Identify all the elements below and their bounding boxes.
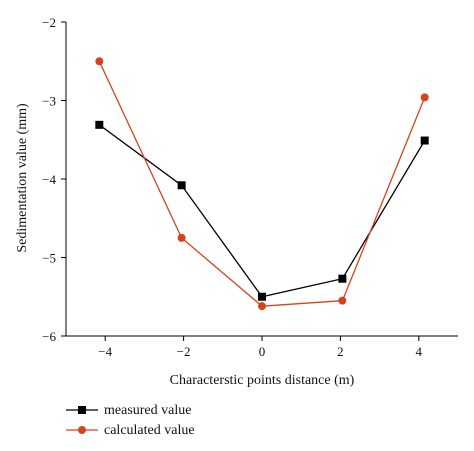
- data-point-calculated: [338, 296, 347, 305]
- data-point-calculated: [258, 302, 266, 311]
- y-tick-label: −4: [42, 172, 56, 187]
- data-point-measured: [177, 181, 186, 190]
- series-line-measured: [98, 124, 426, 298]
- x-tick-label: 4: [416, 344, 423, 359]
- legend-marker-measured: [78, 406, 86, 414]
- data-point-calculated: [177, 233, 186, 242]
- x-axis-title: Characterstic points distance (m): [170, 373, 355, 388]
- x-tick-label: 0: [259, 344, 266, 359]
- data-point-measured: [420, 136, 429, 145]
- y-tick-label: −3: [42, 94, 56, 109]
- legend-label-measured: measured value: [104, 403, 191, 418]
- x-tick-label: −4: [98, 344, 112, 359]
- data-point-measured: [338, 274, 347, 283]
- data-point-calculated: [420, 93, 429, 102]
- legend-marker-calculated: [78, 426, 86, 434]
- legend-item-calculated: calculated value: [66, 423, 195, 438]
- legend-item-measured: measured value: [66, 403, 191, 418]
- y-tick-label: −6: [42, 329, 56, 344]
- data-point-calculated: [95, 57, 104, 66]
- axis-ticks: −4 −2 0 2 4 −6 −5 −4 −3 −2: [42, 15, 422, 359]
- legend-label-calculated: calculated value: [104, 423, 195, 438]
- series-group: [95, 57, 429, 311]
- legend: measured value calculated value: [66, 403, 195, 438]
- y-axis-title: Sedimentation value (mm): [15, 103, 30, 253]
- series-calculated: [95, 57, 429, 311]
- y-tick-label: −2: [42, 15, 56, 30]
- x-tick-label: 2: [337, 344, 344, 359]
- y-tick-label: −5: [42, 251, 56, 266]
- series-line-calculated: [98, 61, 426, 307]
- data-point-measured: [95, 120, 104, 129]
- data-point-measured: [258, 292, 266, 301]
- plot-frame: [65, 22, 458, 337]
- x-tick-label: −2: [177, 344, 191, 359]
